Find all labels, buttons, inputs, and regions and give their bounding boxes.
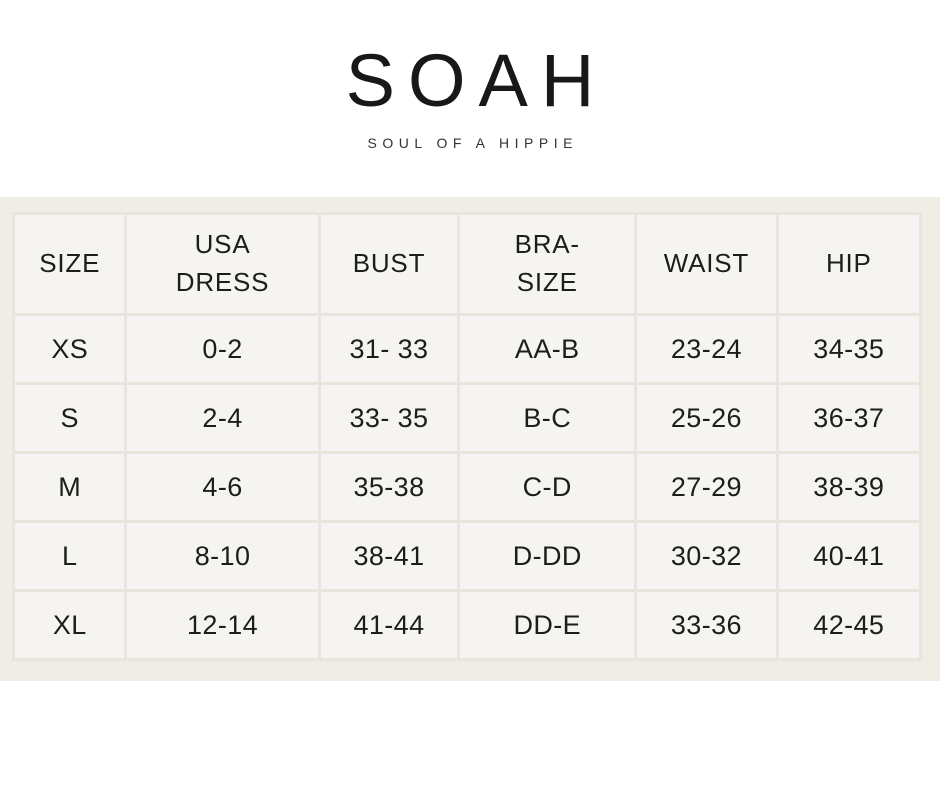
table-cell: B-C bbox=[457, 382, 638, 454]
table-cell: 30-32 bbox=[634, 520, 779, 592]
table-cell: 0-2 bbox=[124, 313, 321, 385]
brand-tagline: SOUL OF A HIPPIE bbox=[367, 135, 578, 151]
size-chart-section: SIZE USA DRESS BUST BRA-SIZE WAIST HIP X… bbox=[0, 197, 940, 681]
header-label: BUST bbox=[352, 248, 426, 279]
header-cell-usa-dress: USA DRESS bbox=[124, 212, 321, 316]
table-cell: C-D bbox=[457, 451, 638, 523]
table-row-xl: XL 12-14 41-44 DD-E 33-36 42-45 bbox=[11, 589, 923, 661]
table-cell: 38-39 bbox=[775, 451, 923, 523]
table-cell: 38-41 bbox=[317, 520, 461, 592]
table-cell: 36-37 bbox=[775, 382, 923, 454]
table-cell: 8-10 bbox=[124, 520, 321, 592]
table-row-s: S 2-4 33- 35 B-C 25-26 36-37 bbox=[11, 382, 923, 454]
header-cell-bust: BUST bbox=[317, 212, 461, 316]
table-cell: 4-6 bbox=[124, 451, 321, 523]
table-cell: 2-4 bbox=[124, 382, 321, 454]
size-cell: XS bbox=[11, 313, 128, 385]
table-cell: 35-38 bbox=[317, 451, 461, 523]
header-label: BRA-SIZE bbox=[514, 229, 580, 297]
header-cell-bra-size: BRA-SIZE bbox=[457, 212, 638, 316]
brand-header: SOAH SOUL OF A HIPPIE bbox=[0, 0, 940, 152]
header-cell-hip: HIP bbox=[775, 212, 923, 316]
table-cell: AA-B bbox=[457, 313, 638, 385]
brand-logo: SOAH bbox=[345, 39, 608, 122]
table-cell: 34-35 bbox=[775, 313, 923, 385]
table-cell: 33- 35 bbox=[317, 382, 461, 454]
header-cell-size: SIZE bbox=[11, 212, 128, 316]
table-cell: 33-36 bbox=[634, 589, 779, 661]
table-cell: 40-41 bbox=[775, 520, 923, 592]
table-row-l: L 8-10 38-41 D-DD 30-32 40-41 bbox=[11, 520, 923, 592]
table-cell: 27-29 bbox=[634, 451, 779, 523]
header-label: SIZE bbox=[39, 248, 101, 279]
size-cell: M bbox=[11, 451, 128, 523]
table-cell: 42-45 bbox=[775, 589, 923, 661]
header-label: HIP bbox=[825, 248, 872, 279]
table-cell: 25-26 bbox=[634, 382, 779, 454]
header-cell-waist: WAIST bbox=[634, 212, 779, 316]
table-cell: 41-44 bbox=[317, 589, 461, 661]
header-label: WAIST bbox=[663, 248, 750, 279]
table-cell: 12-14 bbox=[124, 589, 321, 661]
size-cell: L bbox=[11, 520, 128, 592]
table-cell: DD-E bbox=[457, 589, 638, 661]
table-cell: D-DD bbox=[457, 520, 638, 592]
size-chart-table: SIZE USA DRESS BUST BRA-SIZE WAIST HIP X… bbox=[11, 212, 923, 661]
table-cell: 31- 33 bbox=[317, 313, 461, 385]
header-label: USA DRESS bbox=[175, 229, 270, 297]
size-cell: S bbox=[11, 382, 128, 454]
size-cell: XL bbox=[11, 589, 128, 661]
table-row-xs: XS 0-2 31- 33 AA-B 23-24 34-35 bbox=[11, 313, 923, 385]
header-row: SIZE USA DRESS BUST BRA-SIZE WAIST HIP bbox=[11, 212, 923, 316]
table-row-m: M 4-6 35-38 C-D 27-29 38-39 bbox=[11, 451, 923, 523]
table-cell: 23-24 bbox=[634, 313, 779, 385]
